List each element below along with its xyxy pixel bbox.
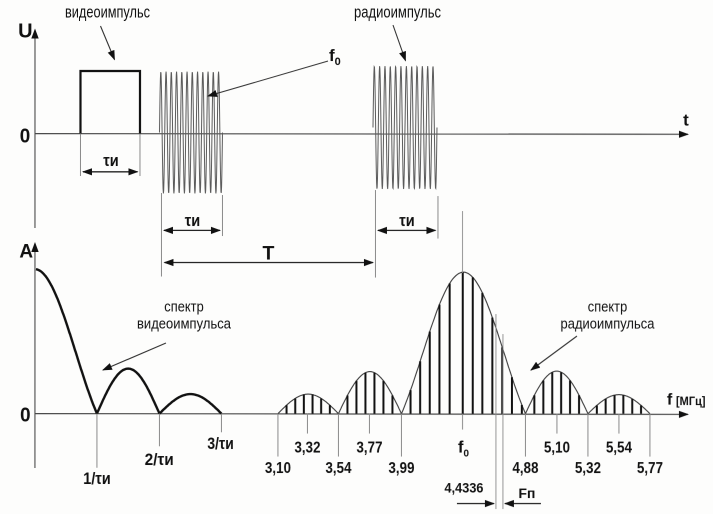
svg-text:[МГц]: [МГц]	[676, 394, 706, 408]
svg-text:U: U	[18, 20, 32, 42]
svg-text:5,10: 5,10	[544, 439, 570, 456]
svg-text:спектр: спектр	[588, 299, 628, 315]
svg-text:τи: τи	[399, 212, 415, 230]
svg-text:f0: f0	[329, 46, 341, 68]
svg-text:Fп: Fп	[518, 486, 535, 501]
svg-text:3,77: 3,77	[356, 439, 382, 456]
svg-text:t: t	[683, 111, 689, 130]
svg-text:радиоимпульса: радиоимпульса	[560, 316, 655, 332]
svg-text:5,32: 5,32	[575, 460, 601, 477]
svg-text:3,10: 3,10	[265, 460, 291, 477]
svg-text:3/τи: 3/τи	[207, 434, 234, 453]
svg-text:0: 0	[20, 125, 31, 147]
svg-text:τи: τи	[185, 212, 201, 230]
svg-text:3,54: 3,54	[325, 460, 351, 477]
svg-text:3,99: 3,99	[388, 460, 414, 477]
svg-text:2/τи: 2/τи	[145, 450, 174, 469]
svg-text:1/τи: 1/τи	[83, 469, 111, 488]
svg-text:4,4336: 4,4336	[444, 480, 483, 495]
svg-text:5,77: 5,77	[637, 460, 663, 477]
svg-text:5,54: 5,54	[606, 439, 632, 456]
svg-text:0: 0	[20, 404, 31, 426]
svg-text:видеоимпульс: видеоимпульс	[65, 3, 150, 22]
svg-text:f: f	[667, 391, 673, 408]
svg-text:4,88: 4,88	[512, 460, 538, 477]
svg-text:3,32: 3,32	[294, 439, 320, 456]
svg-text:A: A	[19, 242, 33, 263]
svg-text:T: T	[263, 243, 275, 265]
svg-text:f0: f0	[458, 438, 470, 459]
svg-text:τи: τи	[103, 152, 119, 170]
svg-text:видеоимпульса: видеоимпульса	[137, 316, 232, 332]
svg-text:спектр: спектр	[164, 299, 204, 315]
svg-text:радиоимпульс: радиоимпульс	[354, 3, 441, 22]
